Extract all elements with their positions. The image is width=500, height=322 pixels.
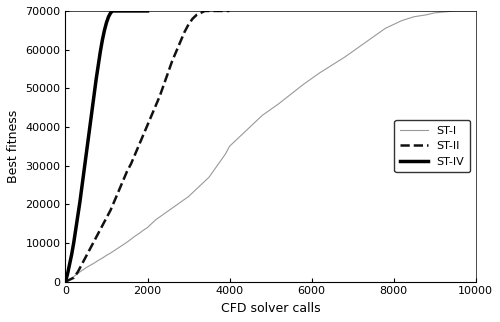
ST-II bbox=[132, 152, 138, 156]
ST-II bbox=[206, 9, 212, 13]
ST-I bbox=[108, 251, 114, 255]
ST-II bbox=[136, 142, 142, 146]
X-axis label: CFD solver calls: CFD solver calls bbox=[220, 302, 320, 315]
ST-II bbox=[190, 17, 196, 21]
ST-II bbox=[124, 169, 130, 173]
ST-II bbox=[144, 123, 150, 127]
ST-IV bbox=[93, 77, 99, 80]
ST-IV bbox=[124, 9, 130, 13]
ST-II bbox=[79, 262, 85, 266]
ST-II bbox=[120, 179, 126, 183]
ST-II bbox=[140, 133, 146, 137]
Line: ST-I: ST-I bbox=[66, 11, 476, 282]
ST-II bbox=[75, 270, 81, 274]
ST-IV bbox=[112, 9, 117, 13]
ST-IV bbox=[62, 280, 68, 284]
ST-IV bbox=[64, 272, 70, 276]
ST-II bbox=[210, 9, 216, 13]
ST-I bbox=[72, 273, 78, 277]
ST-II bbox=[202, 9, 208, 13]
ST-I bbox=[62, 280, 68, 284]
ST-IV bbox=[132, 9, 138, 13]
ST-IV bbox=[77, 200, 83, 204]
Y-axis label: Best fitness: Best fitness bbox=[7, 110, 20, 183]
ST-IV bbox=[98, 50, 103, 53]
ST-II bbox=[182, 30, 188, 34]
ST-II bbox=[161, 82, 167, 86]
ST-IV bbox=[75, 214, 81, 218]
ST-IV bbox=[96, 63, 102, 67]
ST-IV bbox=[83, 154, 89, 158]
ST-IV bbox=[66, 262, 72, 266]
Line: ST-II: ST-II bbox=[66, 11, 230, 282]
ST-II bbox=[108, 208, 114, 212]
ST-IV bbox=[128, 9, 134, 13]
ST-I bbox=[124, 240, 130, 244]
Legend: ST-I, ST-II, ST-IV: ST-I, ST-II, ST-IV bbox=[394, 120, 470, 172]
ST-IV bbox=[144, 9, 150, 13]
ST-I bbox=[424, 13, 430, 17]
ST-II bbox=[194, 13, 200, 17]
ST-II bbox=[169, 59, 175, 63]
ST-II bbox=[62, 280, 68, 284]
ST-I bbox=[472, 9, 478, 13]
ST-II bbox=[173, 50, 179, 53]
ST-IV bbox=[102, 28, 107, 32]
ST-II bbox=[112, 198, 117, 202]
ST-II bbox=[198, 11, 204, 15]
ST-IV bbox=[70, 241, 76, 245]
ST-II bbox=[148, 113, 154, 117]
ST-I bbox=[342, 55, 347, 59]
ST-IV bbox=[87, 123, 93, 127]
Line: ST-IV: ST-IV bbox=[66, 11, 148, 282]
ST-II bbox=[91, 239, 97, 243]
ST-IV bbox=[89, 108, 95, 111]
ST-II bbox=[128, 162, 134, 166]
ST-II bbox=[214, 9, 220, 13]
ST-II bbox=[70, 276, 76, 280]
ST-IV bbox=[104, 21, 110, 24]
ST-II bbox=[226, 9, 232, 13]
ST-II bbox=[96, 232, 102, 235]
ST-IV bbox=[106, 15, 112, 19]
ST-II bbox=[218, 9, 224, 13]
ST-II bbox=[100, 224, 105, 228]
ST-II bbox=[186, 23, 192, 26]
ST-IV bbox=[108, 11, 114, 15]
ST-II bbox=[83, 255, 89, 259]
ST-IV bbox=[100, 38, 105, 42]
ST-II bbox=[116, 189, 122, 193]
ST-IV bbox=[81, 169, 87, 173]
ST-I bbox=[452, 9, 458, 13]
ST-I bbox=[161, 212, 167, 216]
ST-II bbox=[165, 71, 171, 75]
ST-II bbox=[222, 9, 228, 13]
ST-IV bbox=[140, 9, 146, 13]
ST-II bbox=[178, 40, 184, 44]
ST-IV bbox=[116, 9, 122, 13]
ST-IV bbox=[85, 138, 91, 142]
ST-IV bbox=[72, 228, 78, 232]
ST-II bbox=[104, 216, 110, 220]
ST-II bbox=[87, 247, 93, 251]
ST-IV bbox=[91, 92, 97, 96]
ST-IV bbox=[79, 185, 85, 189]
ST-II bbox=[152, 104, 158, 108]
ST-IV bbox=[120, 9, 126, 13]
ST-IV bbox=[68, 253, 74, 257]
ST-IV bbox=[110, 9, 116, 13]
ST-II bbox=[157, 94, 163, 98]
ST-IV bbox=[136, 9, 142, 13]
ST-IV bbox=[114, 9, 119, 13]
